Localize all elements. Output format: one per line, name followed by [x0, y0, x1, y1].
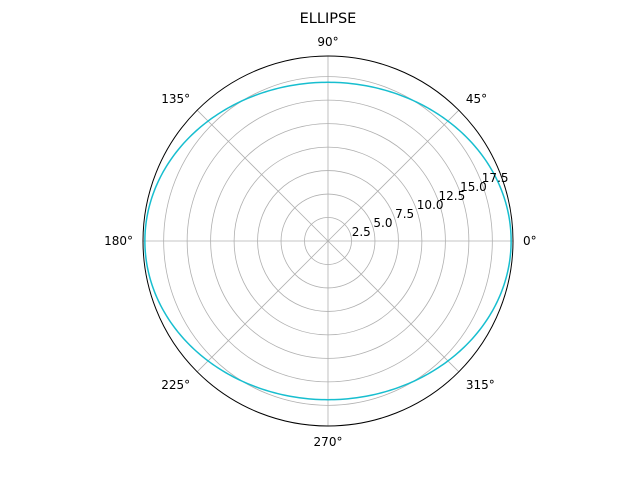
chart-title: ELLIPSE: [300, 11, 357, 27]
angle-tick-label: 0°: [523, 234, 537, 248]
angle-tick-label: 315°: [466, 378, 495, 392]
polar-grid: [143, 56, 513, 426]
angle-tick-label: 270°: [314, 435, 343, 449]
radial-tick-label: 17.5: [482, 171, 509, 185]
angle-tick-label: 45°: [466, 92, 487, 106]
angle-tick-label: 180°: [104, 234, 133, 248]
angular-grid-line: [196, 240, 329, 373]
radial-tick-label: 5.0: [373, 216, 392, 230]
angle-tick-label: 135°: [161, 92, 190, 106]
angular-grid-line: [327, 109, 460, 242]
radial-tick-label: 12.5: [439, 189, 466, 203]
radial-tick-label: 2.5: [352, 225, 371, 239]
tick-labels: 0° 45° 90° 135° 180° 225° 270° 315° 2.55.07.510.…: [104, 35, 537, 449]
angular-grid-line: [327, 240, 460, 373]
angular-grid-line: [196, 109, 329, 242]
angle-tick-label: 225°: [161, 378, 190, 392]
ellipse-series-line: [144, 81, 512, 401]
radial-tick-label: 10.0: [417, 198, 444, 212]
angle-tick-label: 90°: [317, 35, 338, 49]
polar-frame: [142, 55, 514, 427]
radial-tick-label: 7.5: [395, 207, 414, 221]
series-layer: [144, 81, 512, 401]
radial-tick-label: 15.0: [460, 180, 487, 194]
